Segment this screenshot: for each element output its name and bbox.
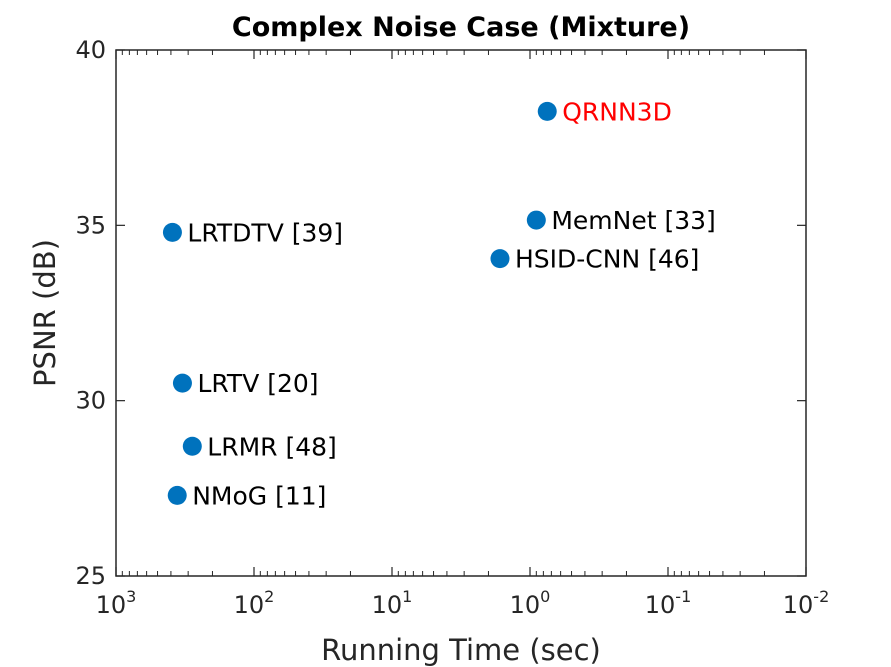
data-point — [490, 249, 510, 269]
y-tick-label: 25 — [75, 562, 106, 590]
data-point-label: LRMR [48] — [207, 432, 337, 461]
x-axis-label: Running Time (sec) — [321, 633, 601, 667]
data-point-label: MemNet [33] — [551, 206, 715, 235]
y-tick-label: 35 — [75, 211, 106, 239]
chart-title: Complex Noise Case (Mixture) — [232, 12, 690, 43]
y-tick-label: 40 — [75, 36, 106, 64]
data-point-label: QRNN3D — [562, 97, 672, 126]
data-point — [182, 436, 202, 456]
data-point-label: HSID-CNN [46] — [515, 245, 699, 274]
data-point — [167, 485, 187, 505]
data-point-label: LRTDTV [39] — [187, 218, 343, 247]
data-point — [526, 210, 546, 230]
x-tick-label: 103 — [96, 587, 137, 619]
data-points: QRNN3D MemNet [33] LRTDTV [39] HSID-CNN [46… — [162, 97, 716, 510]
y-tick-label: 30 — [75, 387, 106, 415]
data-point-label: NMoG [11] — [192, 481, 326, 510]
x-tick-label: 102 — [234, 587, 275, 619]
data-point-label: LRTV [20] — [197, 369, 318, 398]
x-tick-label: 10-1 — [645, 587, 692, 619]
x-tick-label: 101 — [372, 587, 413, 619]
data-point — [162, 222, 182, 242]
data-point — [537, 101, 557, 121]
y-axis-label: PSNR (dB) — [28, 239, 62, 387]
x-tick-label: 10-2 — [783, 587, 830, 619]
data-point — [172, 373, 192, 393]
x-tick-label: 100 — [510, 587, 551, 619]
axis-ticks: 103 102 101 100 10-1 10-2 25 30 35 40 — [75, 36, 829, 619]
plot-area — [115, 49, 807, 577]
